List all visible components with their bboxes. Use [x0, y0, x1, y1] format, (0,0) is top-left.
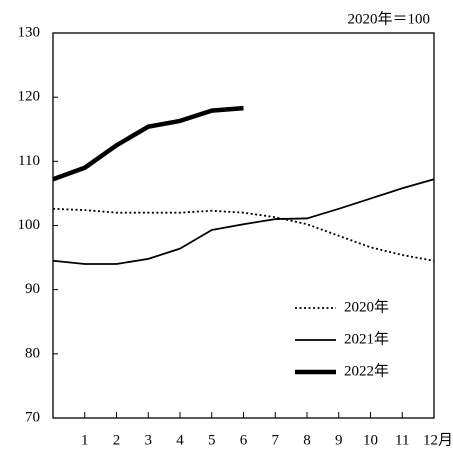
x-tick-label: 11: [395, 432, 409, 448]
y-tick-label: 130: [18, 24, 41, 40]
x-tick-label: 7: [272, 432, 280, 448]
y-tick-label: 70: [25, 409, 40, 425]
y-tick-label: 110: [18, 153, 40, 169]
x-tick-label: 6: [240, 432, 248, 448]
x-tick-label: 8: [303, 432, 311, 448]
x-tick-label: 3: [145, 432, 153, 448]
x-tick-label: 5: [208, 432, 216, 448]
legend-label: 2020年: [344, 298, 389, 315]
x-tick-label: 9: [335, 432, 343, 448]
y-tick-label: 80: [25, 345, 40, 361]
y-tick-label: 100: [18, 217, 41, 233]
legend-label: 2022年: [344, 362, 389, 379]
x-tick-label: 4: [176, 432, 184, 448]
y-tick-label: 90: [25, 281, 40, 297]
series-line: [52, 207, 435, 262]
y-tick-label: 120: [18, 89, 41, 105]
x-tick-label: 1: [81, 432, 89, 448]
x-tick-label: 10: [363, 432, 378, 448]
annotation: 2020年＝100: [347, 10, 430, 27]
x-tick-label: 2: [113, 432, 121, 448]
series-line: [52, 105, 244, 182]
legend-label: 2021年: [344, 330, 389, 347]
x-tick-label: 12月: [423, 432, 453, 448]
series-line: [52, 178, 435, 265]
plot-frame: [52, 32, 435, 419]
